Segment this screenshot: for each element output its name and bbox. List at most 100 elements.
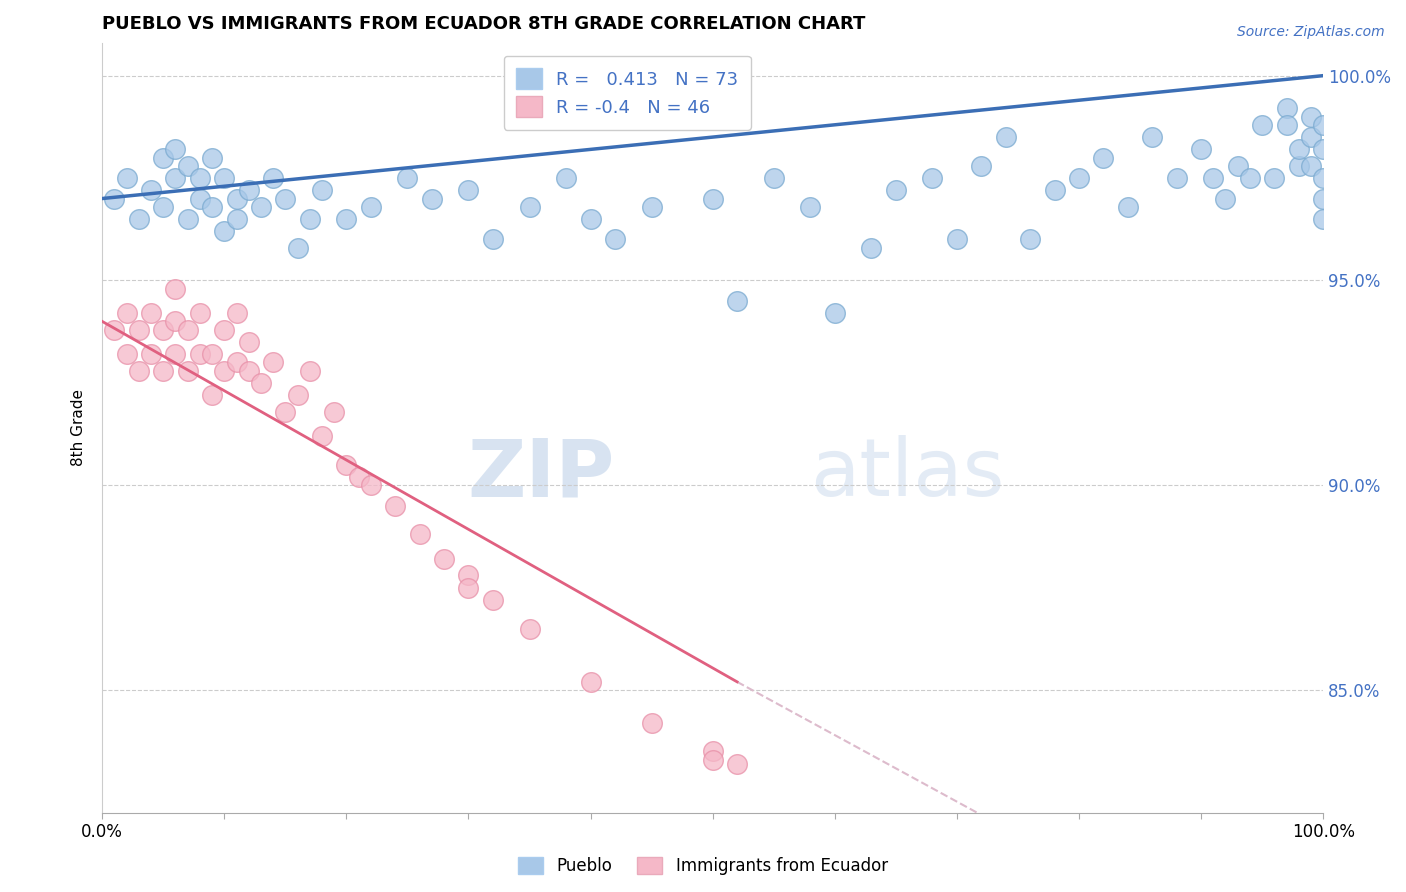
Point bbox=[884, 183, 907, 197]
Legend: Pueblo, Immigrants from Ecuador: Pueblo, Immigrants from Ecuador bbox=[510, 849, 896, 884]
Point bbox=[214, 363, 236, 377]
Point bbox=[725, 756, 748, 771]
Point bbox=[360, 478, 382, 492]
Point bbox=[188, 347, 211, 361]
Point bbox=[176, 363, 198, 377]
Point bbox=[603, 232, 626, 246]
Point bbox=[335, 212, 357, 227]
Point bbox=[457, 183, 479, 197]
Point bbox=[323, 404, 346, 418]
Point bbox=[262, 171, 284, 186]
Point bbox=[1019, 232, 1042, 246]
Point bbox=[1202, 171, 1225, 186]
Point bbox=[201, 388, 224, 402]
Point bbox=[579, 212, 602, 227]
Point bbox=[519, 200, 541, 214]
Point bbox=[238, 183, 260, 197]
Point bbox=[762, 171, 785, 186]
Text: PUEBLO VS IMMIGRANTS FROM ECUADOR 8TH GRADE CORRELATION CHART: PUEBLO VS IMMIGRANTS FROM ECUADOR 8TH GR… bbox=[103, 15, 866, 33]
Point bbox=[1092, 151, 1115, 165]
Point bbox=[115, 306, 138, 320]
Point bbox=[384, 499, 406, 513]
Point bbox=[152, 151, 174, 165]
Point bbox=[115, 171, 138, 186]
Point bbox=[225, 306, 247, 320]
Point bbox=[408, 527, 430, 541]
Point bbox=[152, 363, 174, 377]
Point bbox=[946, 232, 969, 246]
Point bbox=[335, 458, 357, 472]
Point bbox=[225, 355, 247, 369]
Point bbox=[287, 241, 309, 255]
Point bbox=[165, 347, 187, 361]
Point bbox=[188, 306, 211, 320]
Point bbox=[214, 323, 236, 337]
Point bbox=[1067, 171, 1090, 186]
Point bbox=[579, 674, 602, 689]
Point bbox=[152, 200, 174, 214]
Point bbox=[238, 363, 260, 377]
Point bbox=[1299, 110, 1322, 124]
Point bbox=[152, 323, 174, 337]
Point bbox=[201, 151, 224, 165]
Point bbox=[1189, 142, 1212, 156]
Point bbox=[262, 355, 284, 369]
Point bbox=[225, 212, 247, 227]
Point bbox=[702, 753, 724, 767]
Y-axis label: 8th Grade: 8th Grade bbox=[72, 390, 86, 467]
Point bbox=[1299, 130, 1322, 145]
Point bbox=[1140, 130, 1163, 145]
Point bbox=[994, 130, 1017, 145]
Point bbox=[1166, 171, 1188, 186]
Point bbox=[482, 593, 505, 607]
Point bbox=[702, 744, 724, 758]
Point bbox=[214, 224, 236, 238]
Point bbox=[115, 347, 138, 361]
Point bbox=[298, 363, 321, 377]
Point bbox=[139, 306, 162, 320]
Point bbox=[1215, 192, 1237, 206]
Point bbox=[201, 200, 224, 214]
Point bbox=[128, 323, 150, 337]
Point bbox=[702, 192, 724, 206]
Point bbox=[640, 200, 662, 214]
Point bbox=[1299, 159, 1322, 173]
Point bbox=[238, 334, 260, 349]
Point bbox=[1288, 159, 1310, 173]
Point bbox=[188, 171, 211, 186]
Text: ZIP: ZIP bbox=[468, 435, 614, 513]
Point bbox=[396, 171, 419, 186]
Point bbox=[1263, 171, 1285, 186]
Point bbox=[457, 568, 479, 582]
Point bbox=[1116, 200, 1139, 214]
Point bbox=[420, 192, 443, 206]
Point bbox=[176, 212, 198, 227]
Point bbox=[274, 192, 297, 206]
Point bbox=[824, 306, 846, 320]
Point bbox=[165, 142, 187, 156]
Point bbox=[555, 171, 578, 186]
Text: Source: ZipAtlas.com: Source: ZipAtlas.com bbox=[1237, 25, 1385, 39]
Point bbox=[347, 470, 370, 484]
Point bbox=[1312, 192, 1334, 206]
Point bbox=[360, 200, 382, 214]
Point bbox=[128, 212, 150, 227]
Point bbox=[176, 159, 198, 173]
Point bbox=[128, 363, 150, 377]
Point bbox=[1043, 183, 1066, 197]
Point bbox=[311, 429, 333, 443]
Point bbox=[298, 212, 321, 227]
Point bbox=[1312, 212, 1334, 227]
Point bbox=[519, 622, 541, 636]
Point bbox=[176, 323, 198, 337]
Point bbox=[287, 388, 309, 402]
Point bbox=[139, 183, 162, 197]
Point bbox=[103, 323, 125, 337]
Point bbox=[921, 171, 943, 186]
Point bbox=[250, 200, 273, 214]
Point bbox=[225, 192, 247, 206]
Point bbox=[1288, 142, 1310, 156]
Point bbox=[214, 171, 236, 186]
Point bbox=[482, 232, 505, 246]
Point bbox=[1312, 142, 1334, 156]
